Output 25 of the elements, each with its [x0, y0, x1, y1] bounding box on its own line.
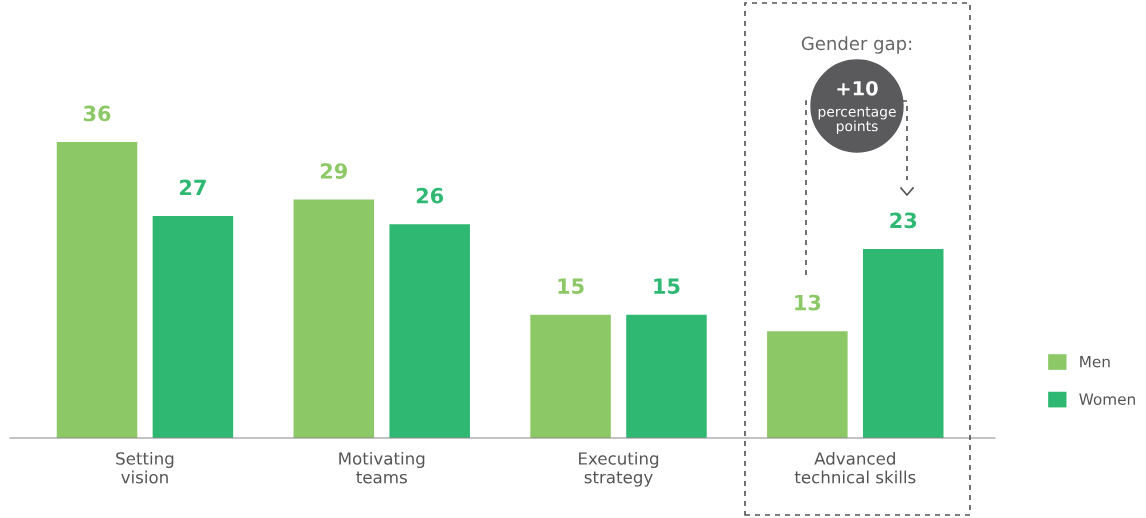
x-tick-label: Advanced technical skills	[794, 451, 916, 484]
legend-label: Men	[1080, 356, 1110, 368]
data-label: 29	[320, 163, 347, 179]
bar	[56, 142, 138, 438]
legend-label: Women	[1079, 393, 1135, 405]
bar	[152, 216, 234, 438]
x-tick-label: Executing strategy	[579, 451, 659, 487]
x-tick-label: Setting vision	[116, 451, 174, 484]
bar	[293, 199, 375, 438]
x-tick-label: Motivating teams	[339, 451, 425, 484]
data-label: 27	[180, 179, 206, 196]
text: +10	[837, 80, 878, 96]
bar	[626, 314, 707, 438]
data-label: 23	[890, 212, 917, 229]
data-label: 36	[83, 105, 111, 122]
bar	[767, 331, 848, 438]
text: percentage points	[818, 106, 896, 134]
data-label: 15	[654, 278, 680, 294]
data-label: 15	[558, 278, 584, 294]
data-label: 26	[416, 187, 444, 204]
text: Gender gap:	[801, 36, 912, 54]
bar	[389, 224, 470, 438]
bar	[530, 314, 611, 438]
bar	[863, 248, 944, 438]
data-label: 13	[795, 294, 821, 311]
